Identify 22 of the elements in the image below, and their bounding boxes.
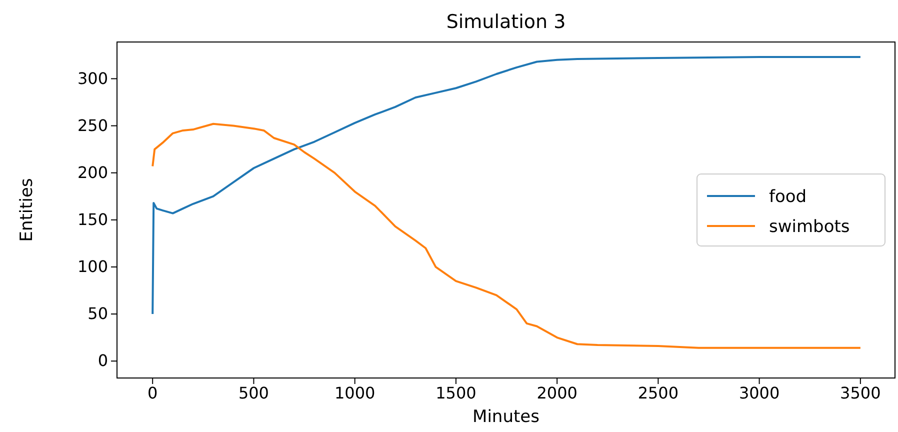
y-tick-label: 0 bbox=[98, 351, 108, 370]
y-tick-label: 200 bbox=[77, 162, 108, 182]
x-tick-label: 2500 bbox=[638, 383, 679, 402]
x-tick-label: 3000 bbox=[738, 383, 780, 402]
x-tick-label: 0 bbox=[148, 383, 158, 402]
y-tick-label: 300 bbox=[77, 68, 108, 88]
x-tick-label: 1000 bbox=[334, 383, 376, 402]
y-tick-label: 100 bbox=[77, 257, 108, 276]
line-series bbox=[152, 122, 862, 349]
x-tick-label: 500 bbox=[238, 383, 269, 402]
x-tick-label: 1500 bbox=[436, 383, 476, 402]
line-series bbox=[152, 56, 862, 315]
chart-title: Simulation 3 bbox=[446, 11, 566, 33]
x-tick-label: 3500 bbox=[840, 383, 881, 402]
x-tick-label: 2000 bbox=[536, 383, 578, 402]
legend-label: food bbox=[769, 187, 807, 207]
legend-label: swimbots bbox=[769, 217, 850, 237]
y-axis-title: Entities bbox=[17, 178, 37, 242]
y-tick-label: 150 bbox=[77, 210, 108, 229]
y-tick-label: 250 bbox=[77, 116, 108, 135]
y-tick-label: 50 bbox=[88, 304, 108, 324]
x-axis-title: Minutes bbox=[472, 407, 540, 427]
